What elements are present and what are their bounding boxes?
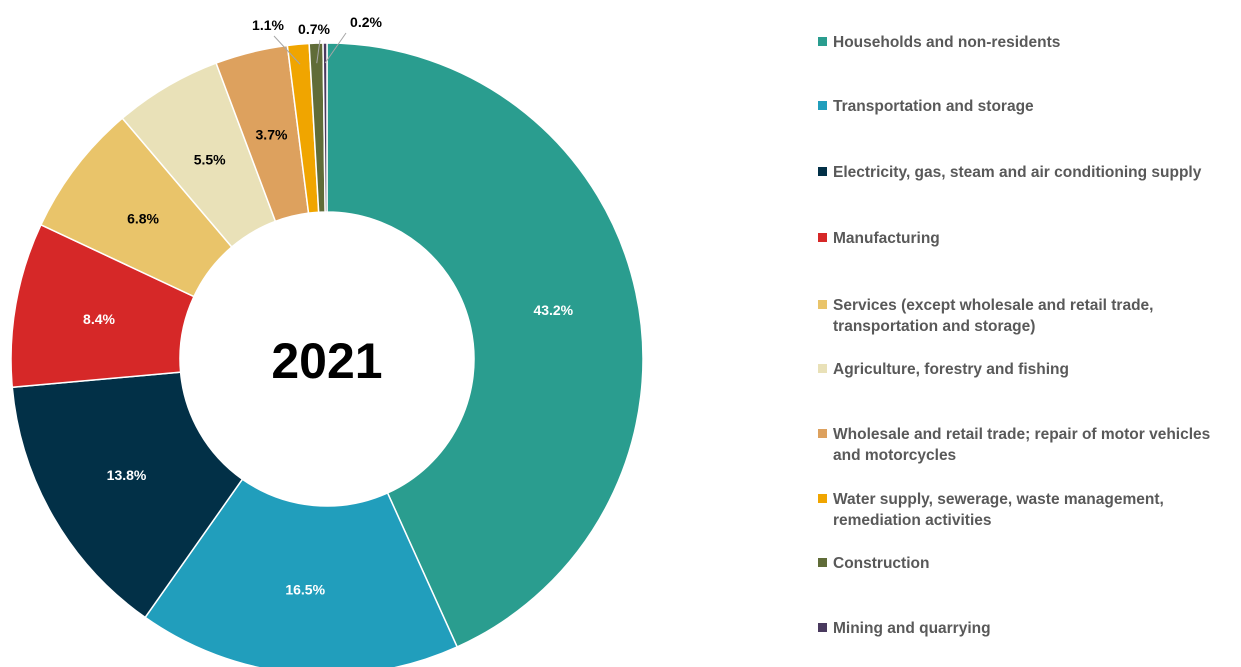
- slice-mining-and-quarrying: [322, 42, 328, 213]
- legend-swatch: [818, 233, 827, 242]
- data-label-mining-and-quarrying: 0.2%: [350, 14, 382, 30]
- slice-transportation-and-storage: [144, 478, 459, 667]
- legend-swatch: [818, 558, 827, 567]
- legend-item-construction: Construction: [818, 553, 929, 574]
- data-label-agriculture-forestry-and-fishing: 5.5%: [194, 151, 226, 167]
- legend-item-mining-and-quarrying: Mining and quarrying: [818, 618, 991, 639]
- leader-lines: [273, 32, 347, 65]
- legend-label: Households and non-residents: [833, 34, 1061, 51]
- legend-swatch: [818, 101, 827, 110]
- legend-swatch: [818, 167, 827, 176]
- slice-electricity-gas-steam-and-air-conditioning-supply: [11, 371, 244, 619]
- legend-item-households-and-non-residents: Households and non-residents: [818, 32, 1060, 53]
- legend-item-wholesale-and-retail-trade-repair-of-motor-vehicles-and-motorcycles: Wholesale and retail trade; repair of mo…: [818, 424, 1233, 466]
- legend-swatch: [818, 623, 827, 632]
- center-year-label: 2021: [271, 333, 382, 389]
- legend-label: Wholesale and retail trade; repair of mo…: [833, 426, 1211, 464]
- legend-swatch: [818, 300, 827, 309]
- leader-line-construction: [316, 39, 321, 64]
- legend-item-agriculture-forestry-and-fishing: Agriculture, forestry and fishing: [818, 359, 1069, 380]
- legend-label: Electricity, gas, steam and air conditio…: [833, 164, 1202, 181]
- donut-slices: [10, 42, 644, 667]
- legend-item-electricity-gas-steam-and-air-conditioning-supply: Electricity, gas, steam and air conditio…: [818, 162, 1201, 183]
- data-label-transportation-and-storage: 16.5%: [285, 581, 325, 597]
- data-labels: 43.2% 16.5% 13.8% 8.4% 6.8% 5.5% 3.7% 1.1% 0.7% 0…: [83, 14, 574, 597]
- leader-line-water-supply-sewerage-waste-management-remediation-activities: [273, 35, 301, 65]
- legend-item-water-supply-sewerage-waste-management-remediation-activities: Water supply, sewerage, waste management…: [818, 489, 1233, 531]
- chart-legend: Households and non-residents Transportati…: [818, 0, 1241, 667]
- legend-swatch: [818, 494, 827, 503]
- data-label-wholesale-and-retail-trade-repair-of-motor-vehicles-and-motorcycles: 3.7%: [256, 126, 288, 142]
- data-label-households-and-non-residents: 43.2%: [533, 302, 573, 318]
- data-label-water-supply-sewerage-waste-management-remediation-activities: 1.1%: [252, 17, 284, 33]
- legend-swatch: [818, 364, 827, 373]
- data-label-services-except-wholesale-and-retail-trade-transportation-and-storage: 6.8%: [127, 210, 159, 226]
- slice-households-and-non-residents: [326, 42, 644, 648]
- data-label-construction: 0.7%: [298, 21, 330, 37]
- legend-label: Agriculture, forestry and fishing: [833, 361, 1069, 378]
- data-label-electricity-gas-steam-and-air-conditioning-supply: 13.8%: [107, 467, 147, 483]
- legend-label: Manufacturing: [833, 230, 940, 247]
- legend-item-transportation-and-storage: Transportation and storage: [818, 96, 1034, 117]
- legend-swatch: [818, 429, 827, 438]
- legend-label: Water supply, sewerage, waste management…: [833, 491, 1164, 529]
- legend-label: Mining and quarrying: [833, 620, 991, 637]
- leader-line-mining-and-quarrying: [324, 32, 347, 64]
- legend-label: Services (except wholesale and retail tr…: [833, 297, 1154, 335]
- legend-swatch: [818, 37, 827, 46]
- legend-label: Construction: [833, 555, 930, 572]
- legend-item-manufacturing: Manufacturing: [818, 228, 940, 249]
- legend-item-services-except-wholesale-and-retail-trade-transportation-and-storage: Services (except wholesale and retail tr…: [818, 295, 1233, 337]
- legend-label: Transportation and storage: [833, 98, 1034, 115]
- donut-chart: 43.2% 16.5% 13.8% 8.4% 6.8% 5.5% 3.7% 1.1% 0.7% 0…: [10, 14, 644, 667]
- data-label-manufacturing: 8.4%: [83, 311, 115, 327]
